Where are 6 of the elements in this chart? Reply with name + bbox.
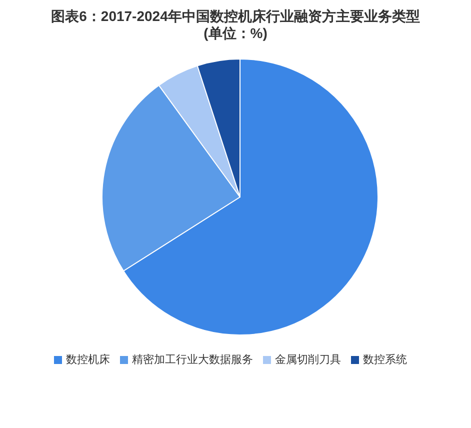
chart-title: 图表6：2017-2024年中国数控机床行业融资方主要业务类型 — [50, 8, 421, 25]
chart-subtitle: (单位：%) — [202, 25, 268, 42]
legend-label: 数控系统 — [363, 354, 407, 366]
legend-label: 精密加工行业大数据服务 — [132, 354, 253, 366]
legend-label: 数控机床 — [66, 354, 110, 366]
legend-label: 金属切削刀具 — [275, 354, 341, 366]
